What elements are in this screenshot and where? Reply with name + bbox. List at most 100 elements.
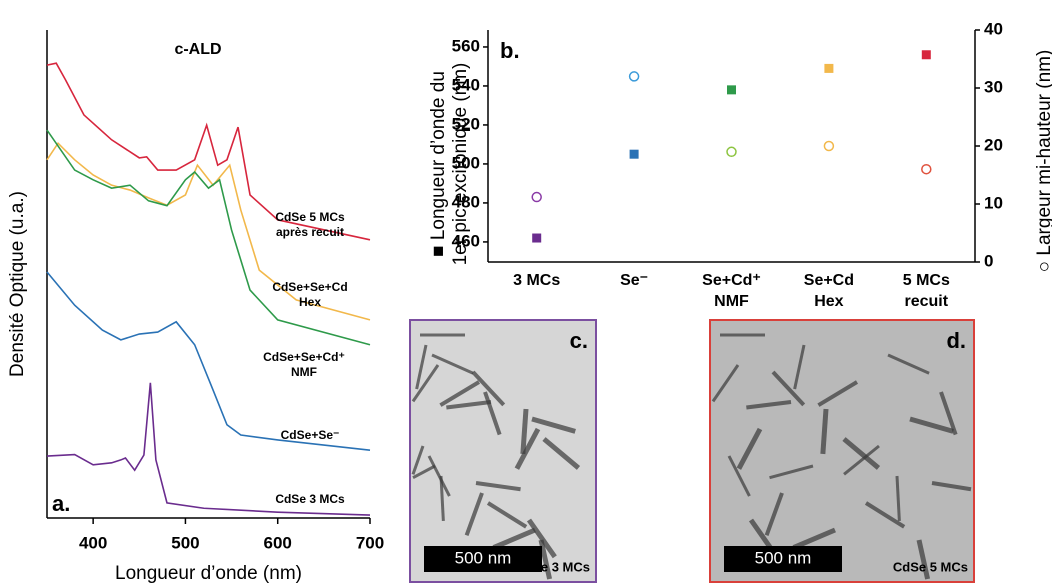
nanoplatelet: [792, 527, 836, 550]
x-tick-label: 3 MCs: [513, 272, 561, 289]
spectrum: [46, 271, 371, 451]
chart-title: c-ALD: [174, 41, 221, 58]
nanoplatelet: [411, 364, 440, 403]
nanoplatelet: [439, 380, 481, 407]
nanoplatelet: [446, 400, 492, 410]
image-frame: [409, 319, 597, 583]
tem-image: [709, 319, 975, 583]
panel-label: d.: [946, 328, 966, 353]
nanoplatelet: [736, 427, 763, 470]
nanoplatelet: [415, 344, 428, 390]
y2-tick-label: 10: [984, 193, 1003, 212]
panel-label: c.: [570, 328, 588, 353]
circle-point: [823, 140, 835, 152]
square-point: [824, 63, 834, 73]
panel-label: a.: [52, 491, 70, 516]
nanoplatelet: [538, 539, 553, 580]
tem-image: [409, 319, 597, 583]
scale-label: 500 nm: [455, 548, 512, 567]
square-point: [629, 149, 639, 159]
nanoplatelet: [486, 501, 528, 529]
nanoplatelet: [427, 455, 451, 497]
spectrum: [46, 141, 371, 321]
x-tick-label: 600: [264, 533, 292, 552]
nanoplatelet: [711, 364, 740, 403]
nanoplatelet: [820, 408, 829, 455]
x-tick-label: Se⁻: [620, 272, 649, 289]
nanoplatelet: [411, 445, 425, 475]
y-tick-label: 460: [452, 231, 480, 250]
scale-label: 500 nm: [755, 548, 812, 567]
nanoplatelet: [843, 444, 880, 476]
x-tick-label: Se+Cd⁺ NMF: [702, 272, 761, 310]
panel-label: b.: [500, 38, 520, 63]
curve-label: CdSe 5 MCs après recuit: [275, 210, 345, 239]
y-tick-label: 540: [452, 75, 480, 94]
nanoplatelet: [475, 481, 521, 492]
nanoplatelet: [520, 408, 529, 455]
nanoplatelet: [864, 501, 906, 529]
scale-bar: [724, 546, 842, 572]
nanoplatelet: [464, 492, 484, 536]
image-caption: CdSe 5 MCs: [893, 559, 968, 574]
y2-tick-label: 20: [984, 135, 1003, 154]
x-tick-label: 400: [79, 533, 107, 552]
y-tick-label: 480: [452, 192, 480, 211]
image-frame: [709, 319, 975, 583]
spectrum: [46, 129, 371, 346]
y-axis-label: Densité Optique (u.a.): [7, 191, 28, 377]
nanoplatelet: [439, 475, 445, 522]
curve-label: CdSe+Se+Cd Hex: [272, 280, 348, 309]
nanoplatelet: [764, 492, 784, 536]
y-tick-label: 560: [452, 36, 480, 55]
nanoplatelet: [746, 400, 792, 410]
nanoplatelet: [514, 427, 541, 470]
nanoplatelet: [931, 481, 972, 492]
nanoplatelet: [542, 437, 581, 470]
nanoplatelet: [895, 475, 901, 522]
nanoplatelet: [909, 416, 954, 434]
nanoplatelet: [887, 353, 930, 375]
circle-point: [531, 191, 542, 203]
x-tick-label: 500: [171, 533, 199, 552]
nanoplatelet: [431, 353, 474, 375]
curve-label: CdSe+Se+Cd⁺ NMF: [263, 350, 345, 379]
y-tick-label: 520: [452, 114, 480, 133]
nanoplatelet: [412, 464, 436, 479]
x-tick-label: 700: [356, 533, 384, 552]
circle-point: [921, 163, 932, 175]
y2-tick-label: 30: [984, 77, 1003, 96]
square-point: [921, 50, 931, 60]
square-point: [532, 233, 542, 243]
spectrum: [46, 382, 371, 516]
y2-axis-label: ○ Largeur mi-hauteur (nm): [1034, 49, 1052, 273]
y2-tick-label: 40: [984, 19, 1003, 38]
y2-tick-label: 0: [984, 251, 993, 270]
image-caption: CdSe 3 MCs: [515, 559, 590, 574]
nanoplatelet: [769, 464, 814, 480]
x-tick-label: Se+Cd Hex: [803, 272, 855, 310]
nanoplatelet: [483, 391, 502, 436]
nanoplatelet: [492, 527, 536, 550]
x-tick-label: 5 MCs recuit: [902, 272, 950, 310]
nanoplatelet: [842, 437, 881, 470]
circle-point: [726, 146, 737, 158]
y-tick-label: 500: [452, 153, 480, 172]
nanoplatelet: [939, 391, 958, 436]
nanoplatelet: [531, 416, 576, 434]
nanoplatelet: [771, 370, 806, 407]
curve-label: CdSe 3 MCs: [275, 492, 345, 506]
nanoplatelet: [727, 455, 751, 497]
nanoplatelet: [916, 539, 931, 580]
nanoplatelet: [793, 344, 806, 390]
circle-point: [628, 71, 640, 82]
scale-bar: [424, 546, 542, 572]
nanoplatelet: [817, 380, 859, 407]
x-axis-label: Longueur d’onde (nm): [115, 563, 302, 584]
nanoplatelet: [471, 370, 506, 407]
curve-label: CdSe+Se⁻: [280, 428, 340, 442]
nanoplatelet: [526, 518, 557, 559]
y-axis-label: ■ Longueur d’onde du 1er pic excitonique…: [428, 62, 471, 266]
